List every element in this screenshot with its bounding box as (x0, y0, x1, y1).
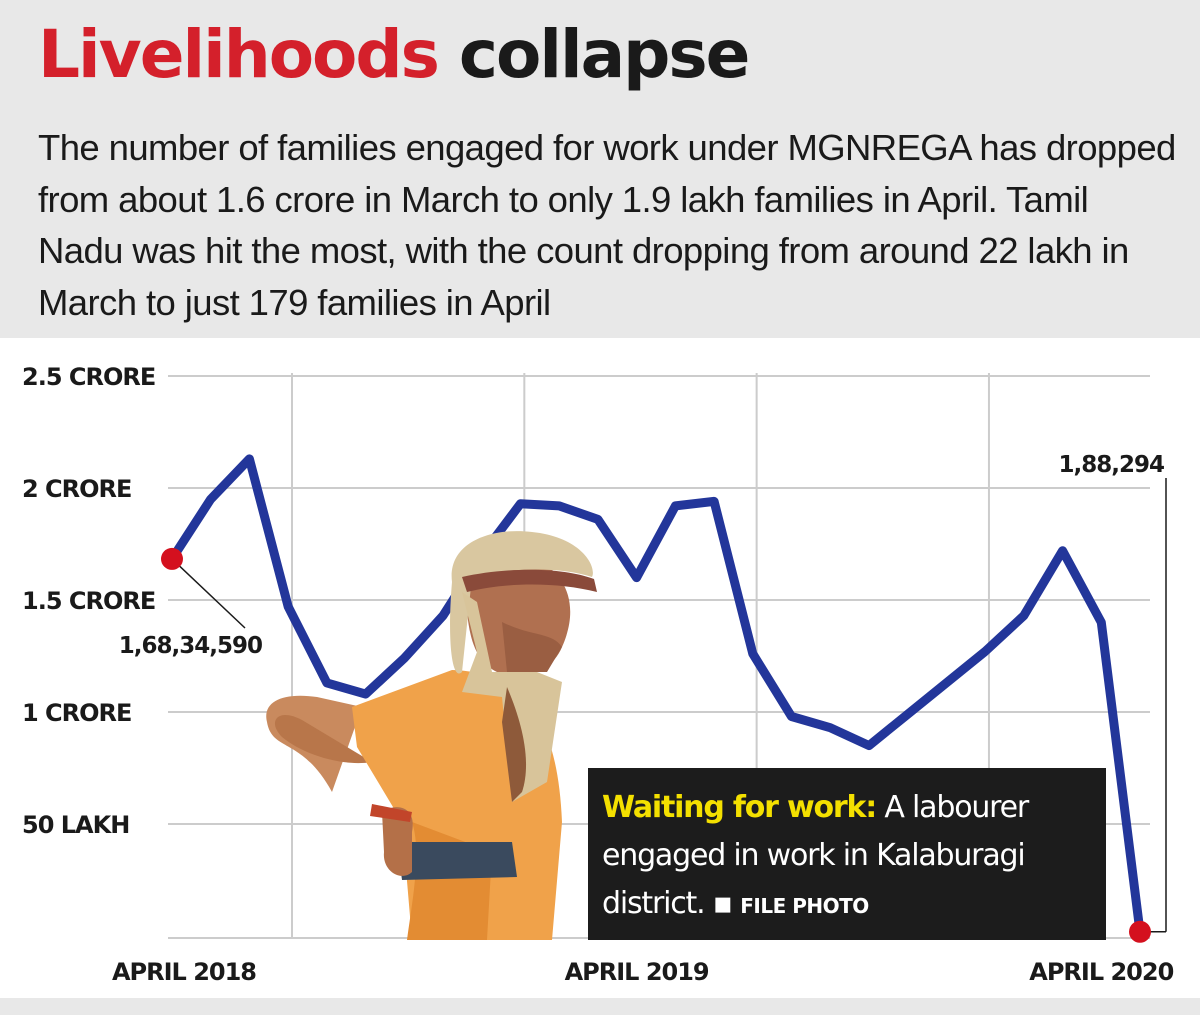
data-point (867, 744, 870, 747)
data-point (1061, 549, 1064, 552)
caption-highlight: Waiting for work: (602, 790, 877, 825)
data-point (906, 713, 909, 716)
data-point (635, 576, 638, 579)
annotation-end: 1,88,294 (1059, 452, 1165, 478)
y-tick-label: 2 CRORE (22, 475, 131, 503)
x-tick-label: APRIL 2020 (1029, 958, 1173, 986)
data-point (713, 500, 716, 503)
y-tick-label: 50 LAKH (22, 811, 129, 839)
caption-bullet: ▪ (712, 886, 733, 921)
end-marker (1129, 920, 1151, 943)
y-tick-label: 1 CRORE (22, 699, 131, 727)
data-annotations: 1,68,34,590 1,88,294 (119, 452, 1165, 659)
data-point (209, 498, 212, 501)
data-markers (161, 547, 1151, 943)
x-tick-label: APRIL 2018 (112, 958, 256, 986)
chart-title: Livelihoods collapse (38, 22, 750, 88)
data-point (790, 715, 793, 718)
data-point (751, 652, 754, 655)
data-point (364, 693, 367, 696)
data-point (829, 726, 832, 729)
series-line (167, 454, 1145, 937)
title-highlight: Livelihoods (38, 16, 440, 93)
x-axis-labels: APRIL 2018 APRIL 2019 APRIL 2020 (112, 958, 1175, 986)
data-point (1022, 614, 1025, 617)
labourer-photo-illustration (266, 531, 597, 940)
data-point (596, 518, 599, 521)
data-point (442, 614, 445, 617)
y-axis-labels: 2.5 CRORE 2 CRORE 1.5 CRORE 1 CRORE 50 LAKH (22, 363, 156, 839)
footer-band (0, 998, 1200, 1015)
data-point (984, 650, 987, 653)
caption-credit: FILE PHOTO (740, 894, 869, 918)
data-point (287, 605, 290, 608)
y-tick-label: 2.5 CRORE (22, 363, 155, 391)
data-point (1100, 621, 1103, 624)
data-point (558, 504, 561, 507)
photo-caption: Waiting for work: A labourer engaged in … (588, 768, 1106, 940)
y-tick-label: 1.5 CRORE (22, 587, 155, 615)
chart-subtitle: The number of families engaged for work … (38, 127, 1176, 323)
caption-text: A labourer engaged in work in Kalaburagi… (602, 790, 1029, 921)
data-point (519, 502, 522, 505)
annotation-start: 1,68,34,590 (119, 633, 262, 659)
data-point (248, 457, 251, 460)
start-marker (161, 547, 183, 570)
data-point (325, 681, 328, 684)
data-point (945, 681, 948, 684)
leader-line-start (171, 558, 246, 629)
x-tick-label: APRIL 2019 (565, 958, 709, 986)
header-panel (0, 0, 1200, 338)
title-rest: collapse (458, 16, 751, 93)
data-point (674, 504, 677, 507)
data-point (403, 657, 406, 660)
